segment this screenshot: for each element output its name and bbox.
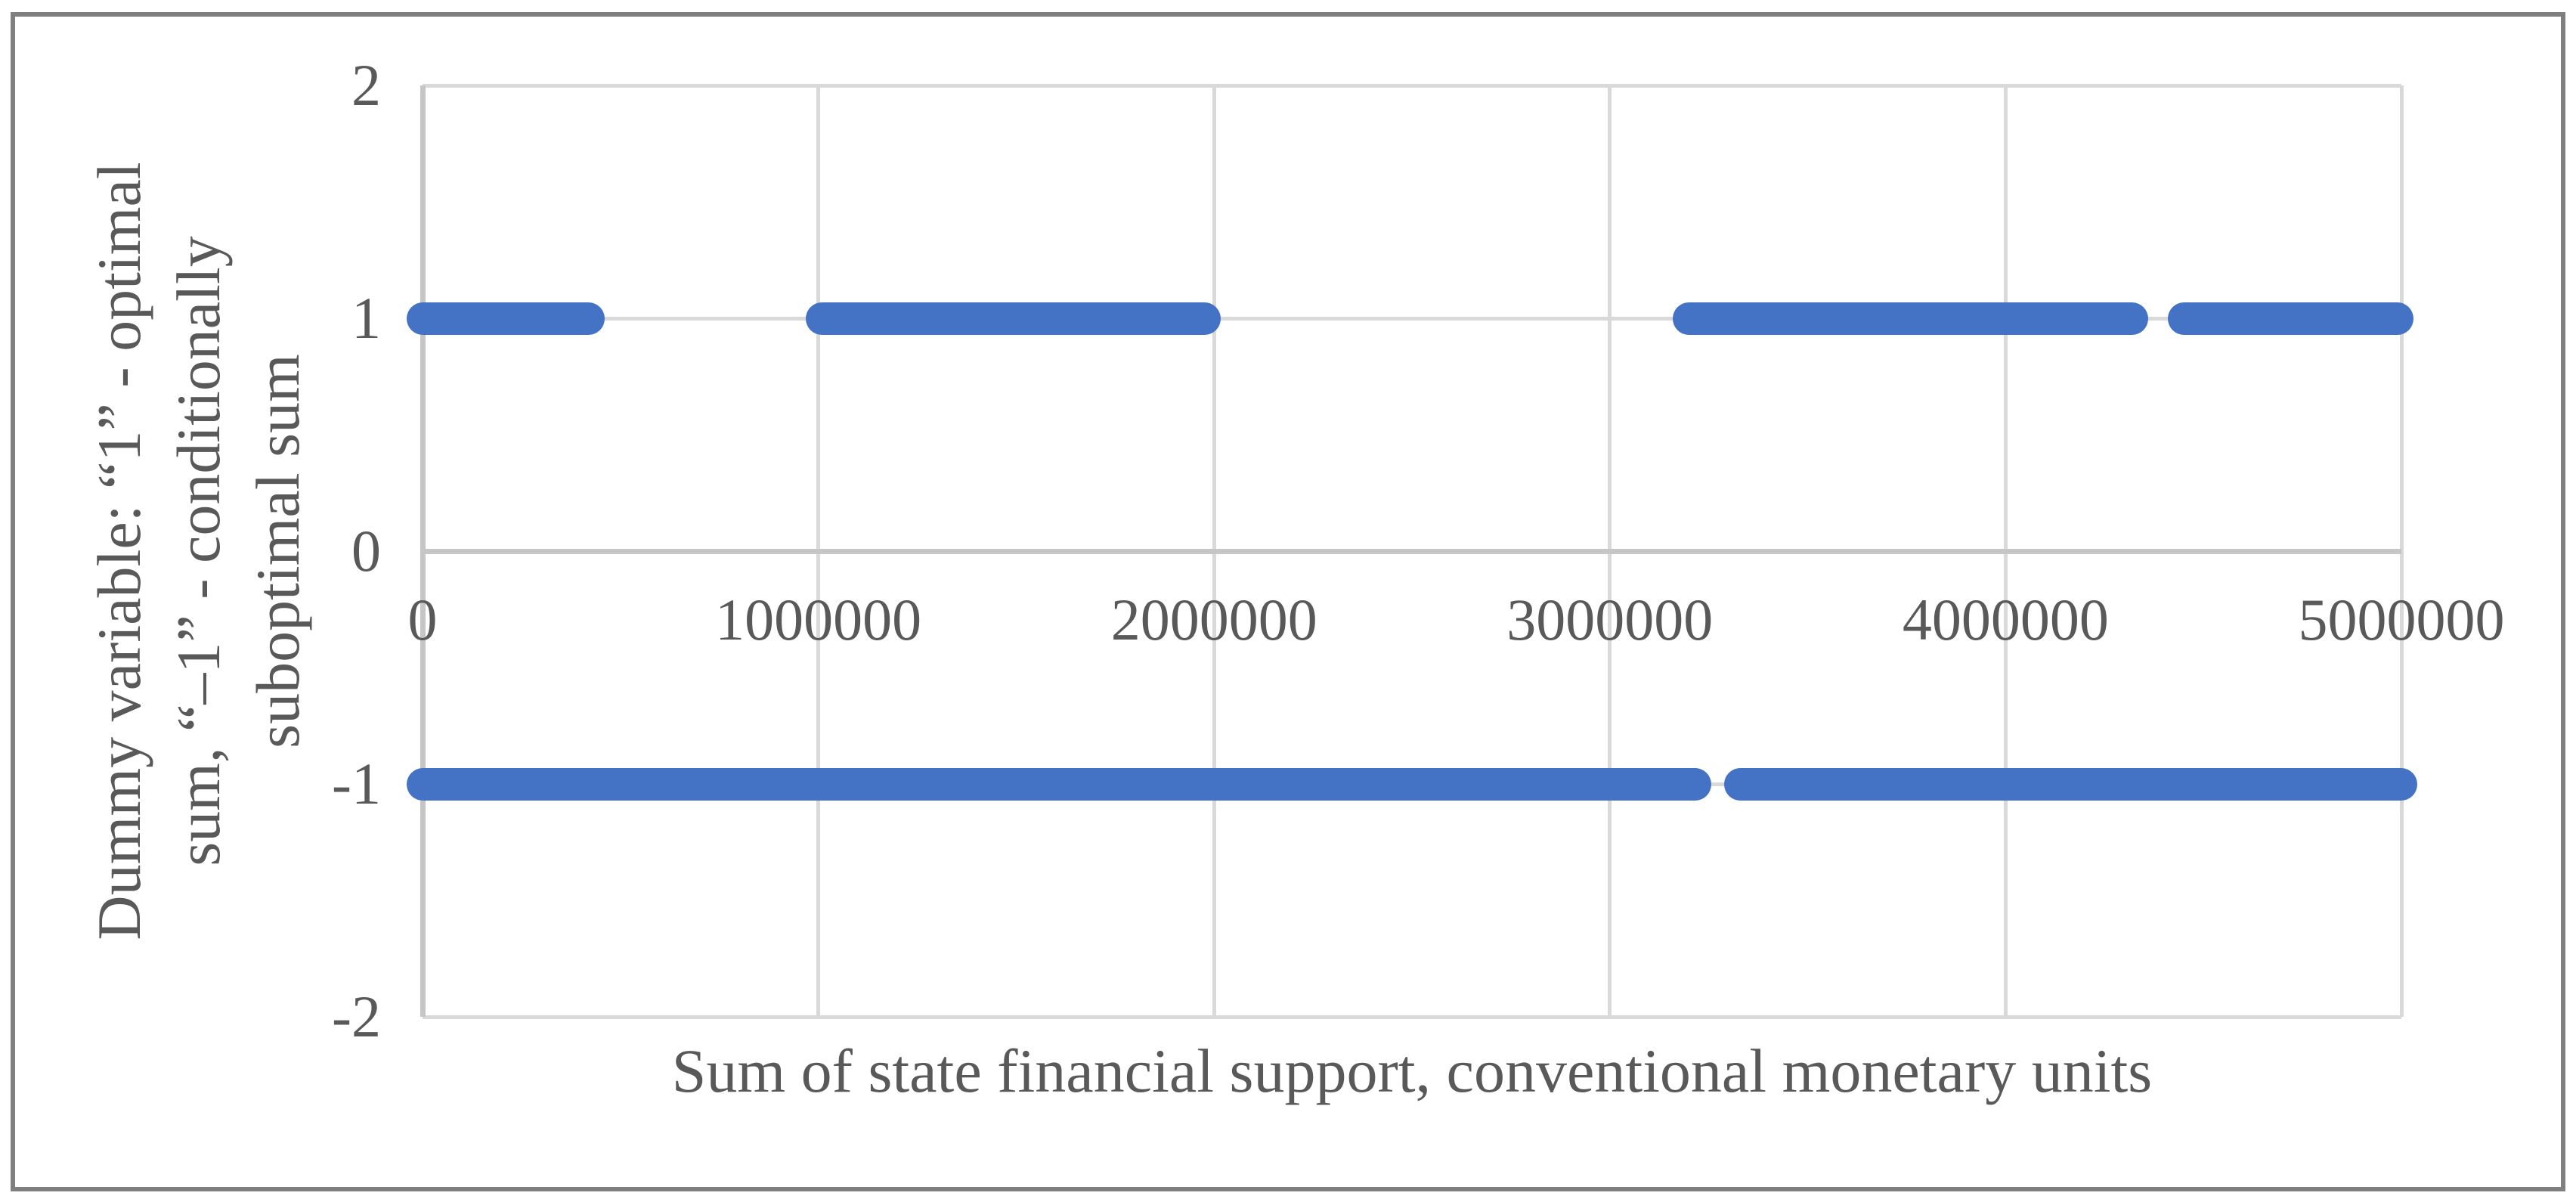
y-tick-label: -1 (332, 751, 381, 816)
scatter-marker-run (2167, 302, 2414, 335)
scatter-marker-run (1673, 302, 2149, 335)
scatter-marker-run (1724, 767, 2418, 801)
scatter-marker-run (806, 302, 1221, 335)
y-axis-title: Dummy variable: “1” - optimal sum, “–1” … (79, 22, 329, 1080)
x-tick-label: 5000000 (2298, 587, 2505, 652)
y-tick-label: 0 (351, 518, 381, 584)
y-axis-title-line-2: sum, “–1” - conditionally (164, 236, 233, 866)
x-tick-label: 3000000 (1506, 587, 1714, 652)
y-gridline (423, 83, 2401, 88)
y-gridline (423, 1015, 2401, 1019)
x-tick-label: 0 (407, 587, 438, 652)
x-tick-label: 4000000 (1902, 587, 2109, 652)
x-tick-label: 1000000 (715, 587, 922, 652)
y-tick-label: 1 (351, 285, 381, 351)
x-gridline (2399, 85, 2404, 1017)
y-axis-title-line-1: Dummy variable: “1” - optimal (85, 162, 153, 940)
y-tick-label: -2 (332, 984, 381, 1049)
scatter-marker-run (406, 302, 605, 335)
x-axis-title: Sum of state financial support, conventi… (671, 1036, 2153, 1105)
y-tick-label: 2 (351, 52, 381, 118)
scatter-marker-run (406, 767, 1711, 801)
x-tick-label: 2000000 (1110, 587, 1317, 652)
x-axis-line (423, 548, 2401, 554)
y-axis-title-line-3: suboptimal sum (243, 354, 312, 748)
figure-border (11, 12, 2565, 1191)
y-gridline (423, 316, 2401, 321)
